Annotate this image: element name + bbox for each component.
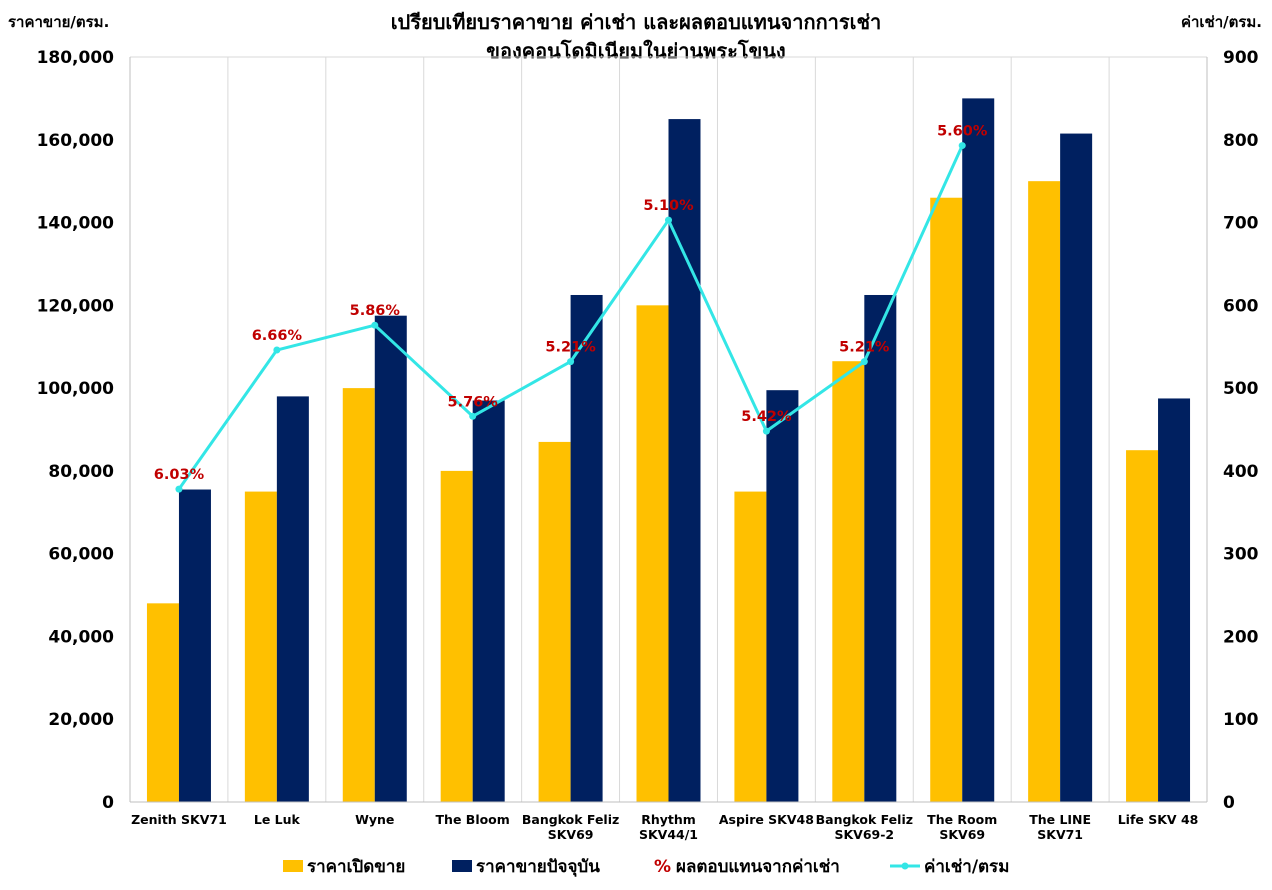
bar-open-price [636,305,669,802]
yield-data-label: 5.76% [448,394,499,410]
bar-open-price [1028,181,1061,802]
bar-current-price [178,489,211,802]
right-tick-label: 400 [1223,462,1259,482]
bar-open-price [734,491,767,802]
category-label: The Bloom [436,812,510,827]
category-label: Bangkok Feliz [816,812,913,827]
category-label: Rhythm [641,812,696,827]
category-label: Wyne [355,812,394,827]
yield-data-label: 5.21% [839,340,890,356]
left-tick-label: 160,000 [37,131,115,151]
legend: ราคาเปิดขาย ราคาขายปัจจุบัน % ผลตอบแทนจา… [283,857,1009,877]
right-tick-label: 900 [1223,48,1259,68]
bar-current-price [962,98,995,802]
bar-current-price [276,396,309,802]
left-tick-label: 120,000 [37,296,115,316]
bar-open-price [538,441,571,802]
category-label: SKV69-2 [834,827,894,842]
rent-point [273,346,281,354]
left-tick-label: 100,000 [37,379,115,399]
right-tick-label: 100 [1223,710,1259,730]
bar-current-price [668,119,701,803]
chart-title-line-1: เปรียบเทียบราคาขาย ค่าเช่า และผลตอบแทนจา… [391,10,882,34]
bar-open-price [244,491,277,802]
right-tick-label: 0 [1223,793,1235,813]
category-labels: Zenith SKV71 Le Luk Wyne The Bloom Bangkok F… [131,812,1198,842]
legend-open-price: ราคาเปิดขาย [307,857,405,877]
yield-data-label: 5.86% [350,303,401,319]
rent-point [958,142,966,150]
right-tick-label: 600 [1223,296,1259,316]
category-label: Zenith SKV71 [131,812,227,827]
legend-swatch-rent-marker [901,862,909,870]
right-axis-title: ค่าเช่า/ตรม. [1181,13,1262,31]
yield-data-label: 6.03% [154,467,205,483]
chart-title-line-2: ของคอนโดมิเนียมในย่านพระโขนง [486,39,785,63]
left-tick-label: 180,000 [37,48,115,68]
axes [129,57,1208,803]
rent-point [762,427,770,435]
bar-current-price [1158,398,1191,802]
legend-swatch-open-price [283,860,303,872]
category-label: Life SKV 48 [1118,812,1199,827]
bar-open-price [440,470,473,802]
category-label: Bangkok Feliz [522,812,619,827]
category-label: SKV71 [1037,827,1083,842]
right-tick-label: 500 [1223,379,1259,399]
left-tick-label: 20,000 [48,710,114,730]
category-label: Le Luk [254,812,301,827]
bar-current-price [864,294,897,802]
left-tick-label: 0 [102,793,114,813]
rent-point [665,216,672,224]
left-tick-label: 60,000 [48,545,114,565]
bar-current-price [374,315,407,802]
bar-current-price [570,294,603,802]
rent-line: 6.03% 6.66% 5.86% 5.76% 5.21% 5.10% 5.42% 5.21%… [154,124,988,493]
bar-current-price [1060,133,1093,802]
bar-open-price [1126,450,1159,802]
legend-swatch-current-price [452,860,472,872]
left-axis-title: ราคาขาย/ตรม. [8,13,109,31]
legend-current-price: ราคาขายปัจจุบัน [476,857,600,877]
bar-current-price [766,390,799,802]
yield-data-label: 5.60% [937,124,988,140]
tick-labels: 0 20,000 40,000 60,000 80,000 100,000 120,000 1… [37,48,1259,813]
bar-open-price [832,361,865,802]
bar-open-price [146,603,179,802]
left-tick-label: 140,000 [37,214,115,234]
left-tick-label: 40,000 [48,627,114,647]
category-label: SKV44/1 [639,827,698,842]
legend-rent: ค่าเช่า/ตรม [924,857,1009,877]
right-tick-label: 200 [1223,627,1259,647]
category-label: The Room [927,812,997,827]
right-tick-label: 800 [1223,131,1259,151]
rent-point [175,485,183,493]
rent-point [371,321,379,329]
legend-yield-symbol: % [654,857,671,877]
bars [146,98,1191,803]
category-label: SKV69 [939,827,985,842]
yield-data-label: 6.66% [252,328,303,344]
category-label: SKV69 [548,827,594,842]
rent-point [860,358,868,366]
right-tick-label: 700 [1223,214,1259,234]
left-tick-label: 80,000 [48,462,114,482]
right-tick-label: 300 [1223,545,1259,565]
bar-current-price [472,400,505,802]
yield-data-label: 5.42% [741,409,792,425]
category-label: The LINE [1029,812,1091,827]
rent-point [469,412,477,420]
legend-yield: ผลตอบแทนจากค่าเช่า [676,857,840,877]
yield-data-label: 5.10% [643,198,694,214]
category-label: Aspire SKV48 [719,812,814,827]
bar-open-price [342,388,375,802]
yield-data-label: 5.21% [545,340,596,356]
bar-open-price [930,197,963,802]
rent-point [567,358,575,366]
